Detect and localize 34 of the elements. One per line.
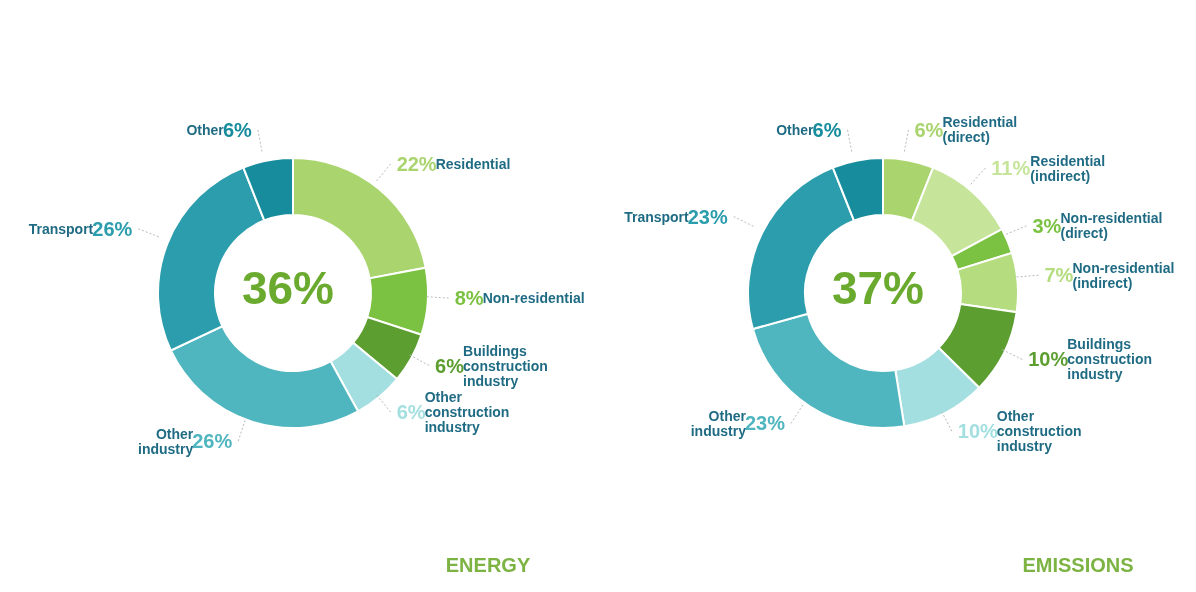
data-label: 22%	[396, 152, 437, 175]
slice-label: Buildings construction industry	[1067, 336, 1153, 383]
slice-label: Other industry	[138, 425, 194, 457]
text: EMISSIONS	[1022, 554, 1134, 576]
slice-label: Buildings construction industry	[463, 342, 548, 389]
slice-label: Residential (direct)	[942, 114, 1018, 146]
slice-label: Non-residential (indirect)	[1072, 259, 1175, 291]
data-label: 6%	[914, 118, 944, 141]
data-label: 6%	[435, 354, 465, 377]
slice-label: Residential	[435, 155, 511, 172]
data-label: 6%	[396, 401, 426, 424]
slice-label: Other construction industry	[424, 389, 510, 436]
slice-label: Residential (indirect)	[1030, 152, 1106, 184]
slice-label: Non-residential (direct)	[1060, 210, 1163, 242]
data-label: 10%	[1028, 348, 1069, 371]
text: ENERGY	[445, 554, 531, 576]
data-label: 6%	[222, 118, 253, 141]
data-label: 11%	[991, 157, 1031, 180]
slice-label: Non-residential	[482, 290, 585, 307]
slice-label: Other	[776, 121, 815, 138]
data-label: 3%	[1032, 214, 1062, 237]
slice-label: Other construction industry	[996, 408, 1082, 455]
data-label: 6%	[812, 118, 842, 141]
data-label: 23%	[687, 205, 728, 228]
text: 36%	[241, 262, 335, 314]
slice-label: Transport	[28, 220, 94, 237]
data-label: 26%	[192, 430, 233, 453]
data-label: 7%	[1044, 264, 1074, 287]
slice-label: Other industry	[690, 407, 747, 439]
data-label: 26%	[92, 217, 133, 240]
slice-label: Transport	[624, 208, 690, 225]
text: 37%	[831, 262, 925, 314]
data-label: 8%	[454, 287, 484, 310]
slice-label: Other	[186, 121, 225, 138]
